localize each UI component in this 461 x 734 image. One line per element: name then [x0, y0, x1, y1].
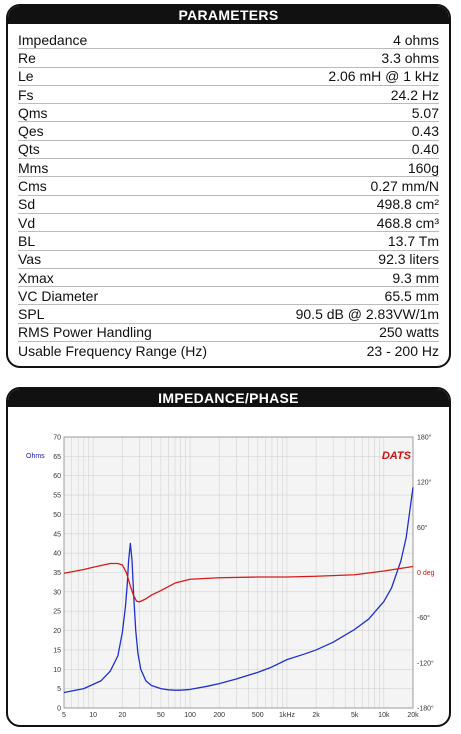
parameter-row: Usable Frequency Range (Hz) 23 - 200 Hz	[18, 342, 439, 360]
y-tick-label: 70	[53, 435, 61, 442]
x-tick-label: 5k	[351, 712, 359, 719]
parameter-name: Impedance	[18, 31, 88, 48]
y-tick-label: 40	[53, 551, 61, 558]
parameter-value: 0.43	[411, 123, 439, 140]
parameter-name: Le	[18, 68, 34, 85]
parameter-name: Mms	[18, 159, 49, 176]
parameter-row: Re 3.3 ohms	[18, 49, 439, 68]
x-tick-label: 200	[213, 712, 225, 719]
parameters-title: PARAMETERS	[8, 6, 449, 24]
parameter-row: BL 13.7 Tm	[18, 232, 439, 251]
parameter-name: VC Diameter	[18, 287, 99, 304]
ohms-unit-label: Ohms	[26, 453, 45, 460]
parameter-row: Cms 0.27 mm/N	[18, 177, 439, 196]
parameter-name: SPL	[18, 306, 45, 323]
parameter-value: 0.27 mm/N	[370, 178, 439, 195]
parameter-value: 160g	[407, 159, 439, 176]
y-tick-label: 25	[53, 609, 61, 616]
parameter-row: SPL 90.5 dB @ 2.83VW/1m	[18, 305, 439, 324]
parameter-row: Vd 468.8 cm³	[18, 214, 439, 233]
parameter-row: Impedance 4 ohms	[18, 31, 439, 50]
y-tick-label: 10	[53, 667, 61, 674]
y2-tick-label: 0 deg	[417, 570, 435, 577]
parameter-row: VC Diameter 65.5 mm	[18, 287, 439, 306]
parameter-value: 24.2 Hz	[390, 86, 439, 103]
parameter-value: 13.7 Tm	[387, 232, 439, 249]
y-tick-label: 45	[53, 531, 61, 538]
parameter-value: 4 ohms	[393, 31, 439, 48]
y2-tick-label: -180°	[417, 705, 434, 713]
parameter-value: 65.5 mm	[384, 287, 439, 304]
dats-logo: DATS	[382, 450, 412, 462]
parameter-name: RMS Power Handling	[18, 324, 152, 341]
impedance-phase-chart: 5 10 20 50 100 200 500 1kHz 2k 5k 10k 20k0510152025…	[26, 434, 435, 720]
y2-tick-label: 60°	[417, 524, 428, 532]
y2-tick-label: -60°	[417, 614, 430, 622]
parameter-row: Xmax 9.3 mm	[18, 269, 439, 288]
y-tick-label: 15	[53, 647, 61, 654]
parameter-row: Fs 24.2 Hz	[18, 86, 439, 105]
impedance-phase-title: IMPEDANCE/PHASE	[8, 389, 449, 407]
x-tick-label: 100	[184, 712, 196, 719]
parameter-name: Fs	[18, 86, 34, 103]
parameters-panel: PARAMETERS Impedance 4 ohms Re 3.3 ohms Le 2.…	[6, 4, 451, 368]
x-tick-label: 10k	[378, 712, 390, 719]
parameter-value: 468.8 cm³	[376, 214, 439, 231]
parameter-name: Re	[18, 49, 36, 66]
parameter-value: 0.40	[411, 141, 439, 158]
y-tick-label: 55	[53, 493, 61, 500]
parameter-value: 92.3 liters	[378, 251, 439, 268]
y2-tick-label: 180°	[417, 434, 432, 442]
x-tick-label: 20k	[407, 712, 419, 719]
x-tick-label: 500	[252, 712, 264, 719]
y2-tick-label: 120°	[417, 479, 432, 487]
phase-curve	[63, 562, 414, 603]
parameter-name: Xmax	[18, 269, 54, 286]
y-tick-label: 65	[53, 454, 61, 461]
x-tick-label: 50	[157, 712, 165, 719]
parameter-row: Qms 5.07	[18, 104, 439, 123]
parameter-row: Mms 160g	[18, 159, 439, 178]
parameter-row: Le 2.06 mH @ 1 kHz	[18, 68, 439, 86]
parameter-name: Cms	[18, 178, 47, 195]
parameter-value: 9.3 mm	[392, 269, 439, 286]
parameter-value: 90.5 dB @ 2.83VW/1m	[295, 306, 439, 323]
x-tick-label: 1kHz	[279, 712, 295, 719]
impedance-phase-panel: IMPEDANCE/PHASE 5 10 20 50 100 200 500 1kHz 2k 5k…	[6, 387, 451, 727]
parameters-table: Impedance 4 ohms Re 3.3 ohms Le 2.06 mH @ 1 k…	[18, 31, 439, 360]
parameter-name: Usable Frequency Range (Hz)	[18, 343, 208, 360]
parameter-name: BL	[18, 232, 36, 249]
parameter-name: Qes	[18, 123, 44, 140]
impedance-curve	[63, 487, 414, 694]
parameter-name: Vd	[18, 214, 36, 231]
parameter-name: Qts	[18, 141, 40, 158]
x-tick-label: 5	[62, 712, 66, 719]
parameter-row: Vas 92.3 liters	[18, 251, 439, 269]
y-tick-label: 35	[53, 570, 61, 577]
parameter-value: 5.07	[411, 104, 439, 121]
parameter-row: Qes 0.43	[18, 122, 439, 141]
x-tick-label: 2k	[312, 712, 320, 719]
parameter-value: 23 - 200 Hz	[366, 343, 439, 360]
parameter-name: Qms	[18, 104, 48, 121]
parameter-row: RMS Power Handling 250 watts	[18, 324, 439, 343]
parameter-row: Sd 498.8 cm²	[18, 196, 439, 214]
y-tick-label: 50	[53, 512, 61, 519]
parameter-row: Qts 0.40	[18, 141, 439, 160]
y2-tick-label: -120°	[417, 659, 434, 667]
y-tick-label: 5	[57, 686, 61, 693]
plot-frame	[63, 436, 414, 709]
y-tick-label: 30	[53, 589, 61, 596]
x-tick-label: 10	[89, 712, 97, 719]
parameter-value: 250 watts	[379, 324, 439, 341]
x-tick-label: 20	[118, 712, 126, 719]
y-tick-label: 20	[53, 628, 61, 635]
y-tick-label: 60	[53, 473, 61, 480]
parameter-value: 498.8 cm²	[376, 196, 439, 213]
y-tick-label: 0	[57, 706, 61, 713]
parameter-value: 3.3 ohms	[381, 49, 439, 66]
parameter-name: Sd	[18, 196, 36, 213]
parameter-value: 2.06 mH @ 1 kHz	[328, 68, 439, 85]
parameter-name: Vas	[18, 251, 42, 268]
